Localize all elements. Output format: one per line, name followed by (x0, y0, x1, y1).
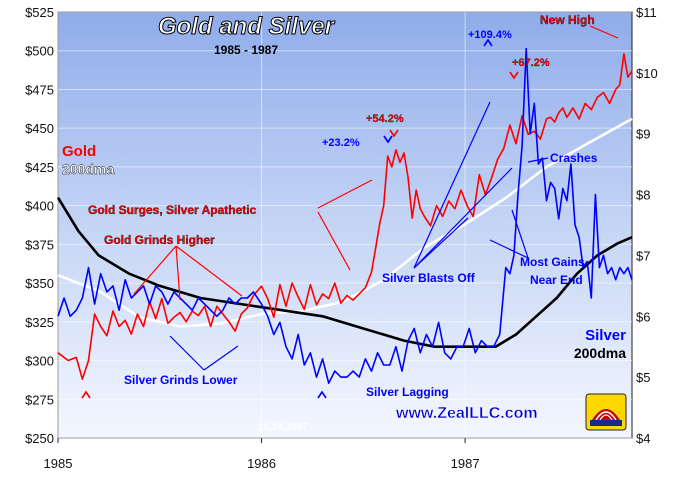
zeal-logo (585, 393, 627, 431)
arrow-most-gains-1 (489, 239, 529, 259)
arrow-silver-grinds-2 (203, 345, 239, 371)
plot-area (57, 11, 633, 439)
annotation-silver-grinds: Silver Grinds Lower (124, 373, 238, 387)
caret-blue-109 (483, 38, 493, 47)
silver-label: Silver (585, 327, 626, 344)
caret-red-1985 (81, 390, 91, 399)
arrow-gold-surges-2 (317, 211, 351, 271)
annotation-gold-grinds: Gold Grinds Higher (104, 233, 215, 247)
grid-lines (57, 11, 632, 439)
x-tick-label: 1987 (451, 456, 480, 471)
chart-title: Gold and Silver (158, 13, 336, 40)
arrow-silver-grinds-1 (169, 335, 205, 371)
series-line-silver (57, 47, 633, 385)
caret-blue-23 (383, 135, 393, 144)
annotation-pct-67: +67.2% (512, 57, 550, 69)
series-lines (56, 47, 633, 385)
annotation-pct-54: +54.2% (366, 113, 404, 125)
arrow-gold-grinds-2 (175, 245, 181, 301)
y-left-tick-label: $450 (25, 121, 54, 136)
series-line-gold (57, 52, 633, 380)
annotation-pct-109: +109.4% (468, 29, 512, 41)
date-stamp: 10.24.2007 (258, 422, 308, 433)
annotation-silver-lagging: Silver Lagging (366, 385, 449, 399)
gold-label: Gold (62, 143, 96, 160)
annotation-most-gains: Most Gains (520, 255, 585, 269)
annotation-pct-23: +23.2% (322, 137, 360, 149)
y-left-tick-label: $350 (25, 276, 54, 291)
series-line-silver-200dma (56, 196, 633, 349)
y-right-tick-label: $10 (636, 66, 658, 81)
arrow-crashes (527, 157, 549, 163)
y-left-tick-label: $375 (25, 237, 54, 252)
caret-red-67 (509, 71, 519, 80)
y-right-tick-label: $11 (636, 5, 657, 20)
y-right-tick-label: $4 (636, 431, 650, 446)
annotation-silver-blasts: Silver Blasts Off (382, 271, 476, 285)
y-right-tick-label: $5 (636, 370, 650, 385)
arrow-gold-grinds-1 (133, 245, 177, 295)
y-left-tick-label: $275 (25, 392, 54, 407)
axis-ticks: $250 $275 $300 $325 $350 $375 $400 $425 $450 $475… (25, 5, 658, 471)
annotation-near-end: Near End (530, 273, 583, 287)
y-left-tick-label: $300 (25, 354, 54, 369)
y-left-tick-label: $325 (25, 315, 54, 330)
y-right-tick-label: $8 (636, 188, 650, 203)
gold-200dma-label: 200dma (62, 161, 114, 177)
website-url: www.ZealLLC.com (395, 405, 538, 422)
y-right-tick-label: $9 (636, 127, 650, 142)
y-left-tick-label: $525 (25, 5, 54, 20)
arrow-gold-grinds-3 (175, 245, 243, 297)
caret-markers (81, 38, 519, 399)
arrow-blasts-2 (413, 101, 491, 269)
arrow-blasts-3 (413, 167, 513, 269)
annotation-arrows (133, 25, 619, 371)
annotation-gold-surges: Gold Surges, Silver Apathetic (88, 203, 257, 217)
annotation-new-high: New High (540, 13, 595, 27)
chart-subtitle: 1985 - 1987 (214, 43, 278, 57)
y-left-tick-label: $500 (25, 44, 54, 59)
caret-red-54 (389, 129, 399, 138)
y-left-tick-label: $475 (25, 82, 54, 97)
y-left-tick-label: $400 (25, 199, 54, 214)
y-right-tick-label: $7 (636, 248, 650, 263)
x-tick-label: 1986 (247, 456, 276, 471)
annotation-crashes: Crashes (550, 151, 598, 165)
caret-blue-1986 (317, 390, 327, 399)
arrow-most-gains-2 (511, 209, 529, 259)
x-tick-label: 1985 (44, 456, 73, 471)
silver-200dma-label: 200dma (574, 345, 626, 361)
arrow-new-high (589, 25, 619, 39)
arrow-gold-surges-1 (317, 179, 373, 209)
y-right-tick-label: $6 (636, 309, 650, 324)
y-left-tick-label: $425 (25, 160, 54, 175)
y-left-tick-label: $250 (25, 431, 54, 446)
